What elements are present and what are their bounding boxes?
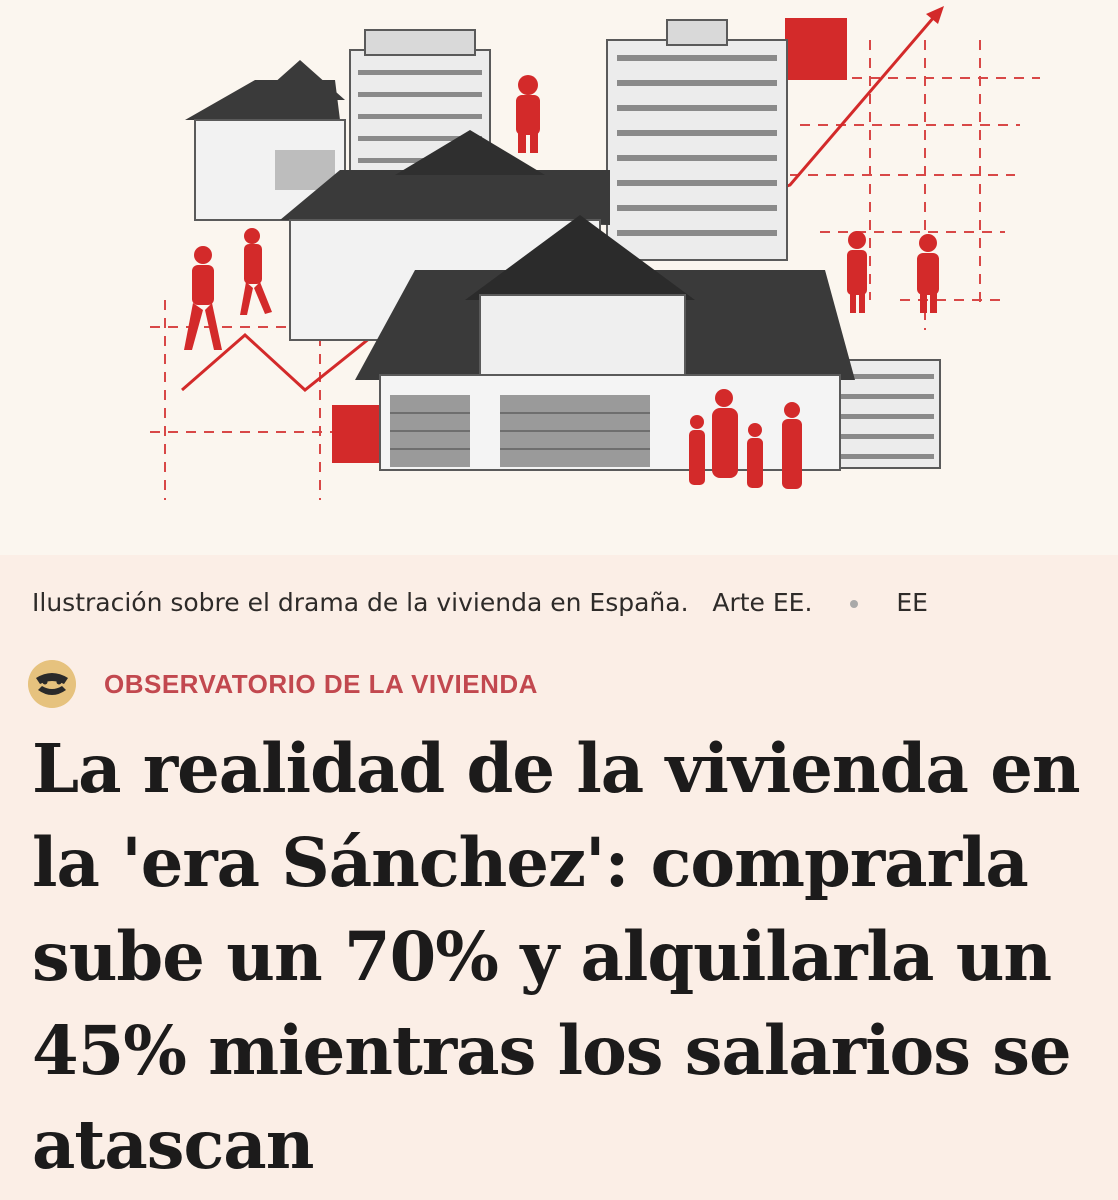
- article-headline[interactable]: La realidad de la vivienda en la 'era Sá…: [32, 729, 1081, 1184]
- image-caption: Ilustración sobre el drama de la viviend…: [32, 588, 928, 617]
- person-figure: [516, 75, 540, 153]
- red-square: [785, 18, 847, 80]
- hero-illustration: [0, 0, 1118, 555]
- person-figure: [917, 234, 939, 313]
- bullet-dot-icon: [850, 600, 859, 608]
- house-small: [185, 60, 346, 221]
- person-figure: [847, 231, 867, 313]
- tiger-logo-icon[interactable]: [28, 660, 76, 708]
- caption-source: EE: [896, 588, 928, 617]
- section-header[interactable]: OBSERVATORIO DE LA VIVIENDA: [28, 658, 538, 710]
- arrow-head-icon: [926, 6, 944, 24]
- person-figure: [184, 246, 222, 350]
- people-figures: [184, 75, 939, 489]
- caption-text: Ilustración sobre el drama de la viviend…: [32, 588, 689, 617]
- apartment-tower: [606, 19, 788, 261]
- family-figures: [689, 389, 802, 489]
- section-label[interactable]: OBSERVATORIO DE LA VIVIENDA: [104, 668, 538, 699]
- housing-illustration-svg: [150, 6, 1040, 500]
- house-large: [355, 215, 855, 471]
- caption-credit: Arte EE.: [712, 588, 813, 617]
- person-figure: [240, 228, 272, 315]
